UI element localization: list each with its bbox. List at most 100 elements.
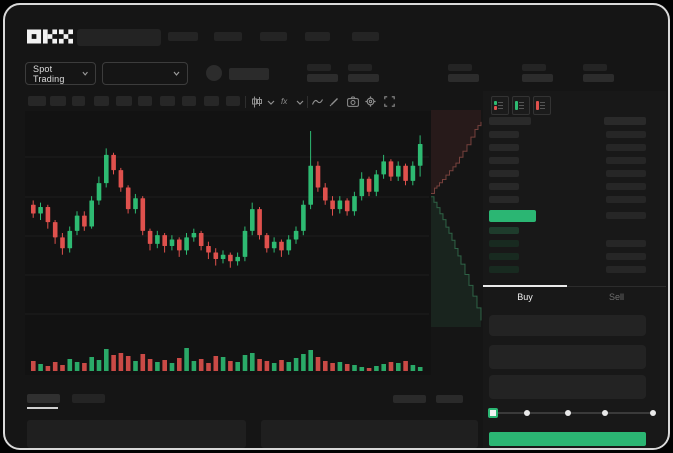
stat-value-placeholder <box>307 74 338 82</box>
volume-bar <box>169 363 175 371</box>
bottom-tab[interactable] <box>27 394 60 403</box>
indicator-fx-icon[interactable]: fx <box>281 97 288 106</box>
timeframe-button[interactable] <box>28 96 46 106</box>
orders-table-placeholder <box>261 420 478 448</box>
slider-mark-dot[interactable] <box>564 410 571 416</box>
orders-table-placeholder <box>27 420 246 448</box>
timeframe-button[interactable] <box>204 96 219 106</box>
ask-row-amount[interactable] <box>606 144 646 151</box>
candle <box>118 170 124 188</box>
book-header-right <box>604 117 646 125</box>
bid-row-amount[interactable] <box>606 253 646 260</box>
candle <box>374 174 379 192</box>
search-input[interactable] <box>77 29 161 46</box>
slider-mark-dot[interactable] <box>601 410 608 416</box>
candle <box>111 154 116 171</box>
timeframe-button[interactable] <box>182 96 196 106</box>
volume-bar <box>82 363 87 371</box>
ask-row-price[interactable] <box>489 131 519 138</box>
bid-row-amount[interactable] <box>606 240 646 247</box>
pair-name-placeholder <box>229 68 269 80</box>
amount-slider-track[interactable] <box>492 412 653 414</box>
volume-bar <box>89 357 94 371</box>
bid-row-price[interactable] <box>489 227 519 234</box>
book-bids-icon[interactable] <box>512 96 530 115</box>
candle <box>198 233 204 247</box>
volume-bar <box>257 359 262 371</box>
total-input[interactable] <box>489 375 646 399</box>
price-input[interactable] <box>489 315 646 336</box>
settings-gear-icon[interactable] <box>365 96 376 107</box>
nav-item[interactable] <box>352 32 379 41</box>
bottom-action-placeholder[interactable] <box>393 395 426 403</box>
timeframe-button[interactable] <box>116 96 132 106</box>
volume-bar <box>60 365 65 371</box>
volume-bar <box>264 361 270 371</box>
buy-submit-button[interactable] <box>489 432 646 446</box>
timeframe-button[interactable] <box>72 96 85 106</box>
book-asks-icon[interactable] <box>533 96 551 115</box>
volume-bar <box>279 360 284 371</box>
last-price-bar[interactable] <box>489 210 536 222</box>
okx-logo[interactable] <box>27 29 73 44</box>
line-chart-icon[interactable] <box>312 98 323 106</box>
volume-bar <box>374 366 379 371</box>
tab-sell[interactable]: Sell <box>608 292 624 302</box>
candle <box>60 237 65 249</box>
timeframe-button[interactable] <box>226 96 240 106</box>
chevron-down-icon[interactable] <box>296 100 304 105</box>
bid-row-price[interactable] <box>489 266 519 273</box>
fullscreen-icon[interactable] <box>384 96 395 107</box>
draw-pencil-icon[interactable] <box>329 96 340 107</box>
candlestick-chart[interactable] <box>25 110 429 338</box>
candle <box>52 222 58 238</box>
candle <box>279 241 284 251</box>
ask-row-amount[interactable] <box>606 183 646 190</box>
timeframe-button[interactable] <box>160 96 175 106</box>
book-combined-icon[interactable] <box>491 96 509 115</box>
candle <box>257 209 262 236</box>
book-header-left <box>489 117 531 125</box>
candle <box>213 252 219 260</box>
ask-row-price[interactable] <box>489 183 519 190</box>
bid-row-amount[interactable] <box>606 266 646 273</box>
candle <box>162 235 167 247</box>
timeframe-button[interactable] <box>50 96 66 106</box>
ask-row-amount[interactable] <box>606 131 646 138</box>
camera-icon[interactable] <box>347 96 359 107</box>
volume-bar <box>74 362 80 371</box>
ask-row-price[interactable] <box>489 157 519 164</box>
ask-row-price[interactable] <box>489 170 519 177</box>
price-row-amount <box>606 212 646 219</box>
nav-item[interactable] <box>214 32 242 41</box>
ask-row-price[interactable] <box>489 196 519 203</box>
candle <box>344 200 350 212</box>
candles-style-icon[interactable] <box>251 96 263 108</box>
volume-bar <box>162 360 167 371</box>
nav-item[interactable] <box>260 32 287 41</box>
candle <box>74 215 80 231</box>
nav-item[interactable] <box>305 32 330 41</box>
slider-handle[interactable] <box>488 408 498 418</box>
slider-mark-dot[interactable] <box>524 410 531 416</box>
slider-mark-dot[interactable] <box>650 410 656 416</box>
bid-row-price[interactable] <box>489 253 519 260</box>
bottom-action-placeholder[interactable] <box>436 395 463 403</box>
ask-row-amount[interactable] <box>606 196 646 203</box>
stat-value-placeholder <box>348 74 379 82</box>
pair-dropdown[interactable] <box>102 62 188 85</box>
amount-input[interactable] <box>489 345 646 369</box>
timeframe-button[interactable] <box>94 96 109 106</box>
ask-row-amount[interactable] <box>606 170 646 177</box>
ask-row-price[interactable] <box>489 144 519 151</box>
ask-row-amount[interactable] <box>606 157 646 164</box>
bid-row-price[interactable] <box>489 240 519 247</box>
tab-buy[interactable]: Buy <box>517 292 533 302</box>
timeframe-button[interactable] <box>138 96 152 106</box>
nav-item[interactable] <box>168 32 198 41</box>
chevron-down-icon[interactable] <box>267 100 275 105</box>
candle <box>264 235 270 249</box>
volume-bar <box>286 362 292 371</box>
market-type-dropdown[interactable]: Spot Trading <box>25 62 96 85</box>
bottom-tab[interactable] <box>72 394 105 403</box>
